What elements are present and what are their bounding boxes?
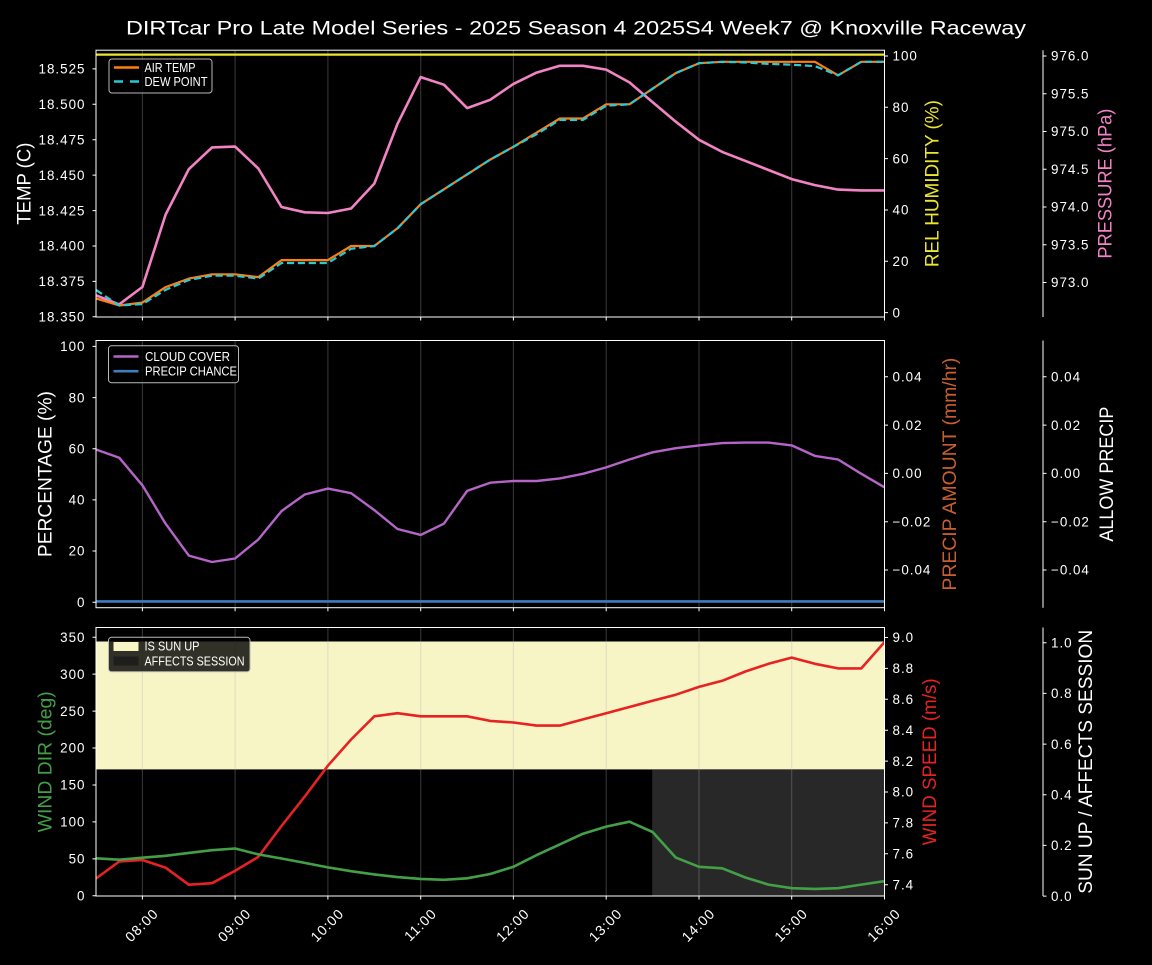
svg-text:975.5: 975.5 [1051,86,1090,101]
svg-text:80: 80 [69,390,86,405]
svg-text:PRECIP AMOUNT (mm/hr): PRECIP AMOUNT (mm/hr) [939,358,961,591]
svg-text:PRESSURE (hPa): PRESSURE (hPa) [1094,109,1116,259]
svg-text:PERCENTAGE (%): PERCENTAGE (%) [35,391,57,557]
svg-text:0.6: 0.6 [1051,737,1073,752]
svg-text:AFFECTS SESSION: AFFECTS SESSION [145,654,245,668]
svg-text:0: 0 [77,595,85,610]
svg-text:250: 250 [60,704,85,719]
svg-text:100: 100 [60,815,85,830]
svg-text:20: 20 [69,544,86,559]
svg-text:975.0: 975.0 [1051,124,1090,139]
svg-text:0: 0 [893,305,901,320]
svg-text:ALLOW PRECIP: ALLOW PRECIP [1096,407,1118,542]
svg-text:0.04: 0.04 [893,369,923,384]
svg-text:18.450: 18.450 [39,168,86,183]
svg-text:20: 20 [893,254,910,269]
svg-text:974.5: 974.5 [1051,162,1090,177]
svg-text:7.8: 7.8 [893,816,915,831]
svg-text:0.4: 0.4 [1051,787,1073,802]
svg-text:976.0: 976.0 [1051,49,1090,64]
svg-text:AIR TEMP: AIR TEMP [145,61,196,75]
svg-text:60: 60 [69,441,86,456]
svg-text:TEMP (C): TEMP (C) [13,143,35,225]
svg-text:18.525: 18.525 [39,62,86,77]
svg-text:CLOUD COVER: CLOUD COVER [145,350,230,364]
svg-text:DEW POINT: DEW POINT [145,75,208,89]
svg-text:PRECIP CHANCE: PRECIP CHANCE [145,365,237,379]
svg-text:IS SUN UP: IS SUN UP [145,640,200,654]
svg-text:0.8: 0.8 [1051,686,1073,701]
svg-text:0.2: 0.2 [1051,838,1073,853]
svg-text:8.8: 8.8 [893,661,915,676]
svg-text:40: 40 [69,493,86,508]
svg-text:WIND DIR (deg): WIND DIR (deg) [34,691,56,832]
svg-text:DIRTcar Pro Late Model Series: DIRTcar Pro Late Model Series - 2025 Sea… [126,18,1026,40]
svg-text:0.02: 0.02 [893,418,923,433]
svg-text:SUN UP / AFFECTS SESSION: SUN UP / AFFECTS SESSION [1075,630,1097,894]
svg-text:150: 150 [60,778,85,793]
svg-text:0.00: 0.00 [893,466,923,481]
svg-text:80: 80 [893,100,910,115]
svg-text:7.6: 7.6 [893,846,915,861]
svg-text:0: 0 [77,888,85,903]
svg-text:40: 40 [893,203,910,218]
svg-text:973.0: 973.0 [1051,275,1090,290]
svg-text:−0.04: −0.04 [893,563,932,578]
svg-text:300: 300 [60,667,85,682]
svg-text:−0.02: −0.02 [1051,514,1090,529]
svg-text:100: 100 [60,339,85,354]
svg-text:50: 50 [69,852,86,867]
svg-text:0.00: 0.00 [1051,466,1081,481]
svg-text:974.0: 974.0 [1051,200,1090,215]
svg-text:60: 60 [893,151,910,166]
svg-text:REL HUMIDITY (%): REL HUMIDITY (%) [921,100,943,267]
svg-text:−0.04: −0.04 [1051,563,1090,578]
svg-text:18.400: 18.400 [39,239,86,254]
svg-text:9.0: 9.0 [893,630,915,645]
svg-text:0.02: 0.02 [1051,418,1081,433]
svg-text:8.6: 8.6 [893,692,915,707]
svg-text:350: 350 [60,630,85,645]
svg-text:0.0: 0.0 [1051,889,1073,904]
svg-text:18.475: 18.475 [39,132,86,147]
svg-text:18.375: 18.375 [39,274,86,289]
svg-text:18.500: 18.500 [39,97,86,112]
svg-text:18.350: 18.350 [39,309,86,324]
svg-text:8.2: 8.2 [893,754,915,769]
svg-text:18.425: 18.425 [39,203,86,218]
svg-text:8.0: 8.0 [893,785,915,800]
svg-text:8.4: 8.4 [893,723,915,738]
svg-text:973.5: 973.5 [1051,237,1090,252]
svg-text:7.4: 7.4 [893,877,915,892]
svg-text:0.04: 0.04 [1051,369,1081,384]
svg-text:1.0: 1.0 [1051,635,1073,650]
svg-text:100: 100 [893,49,918,64]
svg-text:WIND SPEED (m/s): WIND SPEED (m/s) [919,678,941,845]
svg-text:200: 200 [60,741,85,756]
svg-text:−0.02: −0.02 [893,514,932,529]
